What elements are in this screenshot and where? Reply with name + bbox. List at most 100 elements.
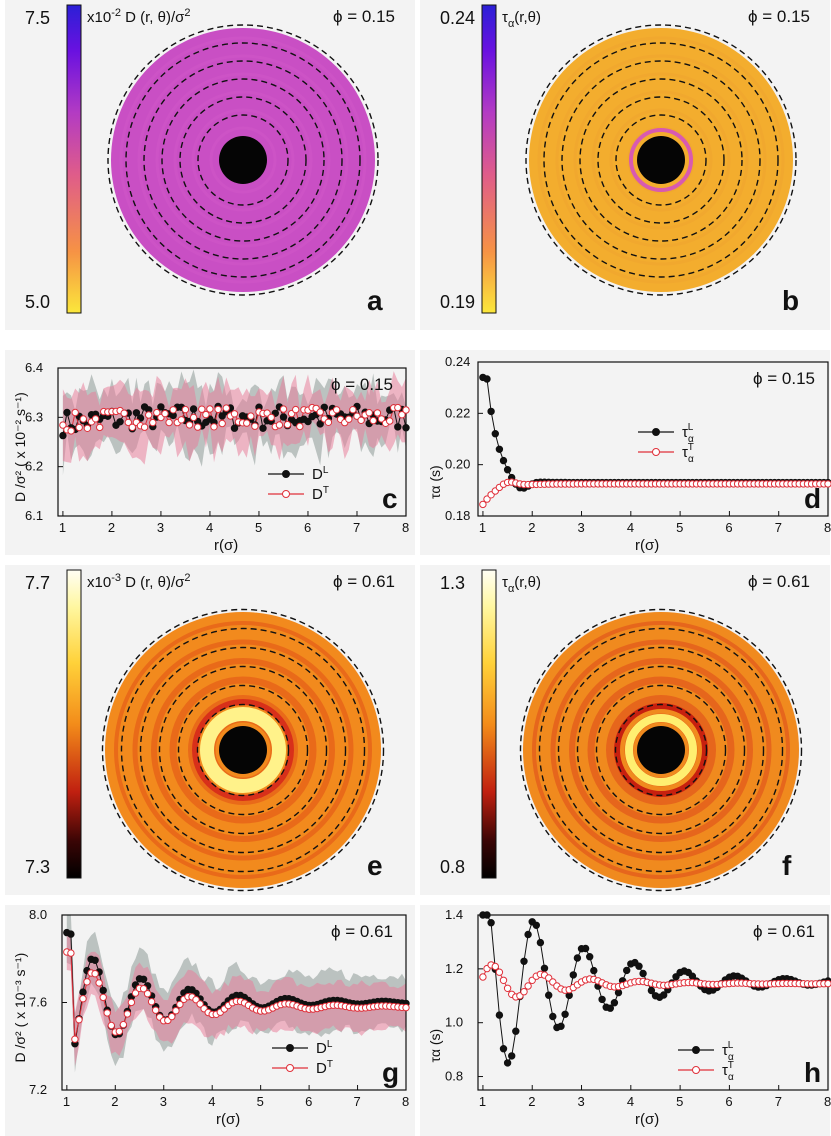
data-point [483, 375, 491, 383]
phi-label: ϕ = 0.61 [331, 922, 393, 941]
data-point [67, 427, 75, 435]
data-point [508, 1052, 516, 1060]
density-band [114, 621, 372, 879]
dashed-shell [139, 646, 347, 854]
colorbar-max-label: 7.7 [25, 573, 50, 593]
x-tick-label: 3 [578, 1094, 585, 1109]
legend-marker [282, 470, 290, 478]
data-point [561, 1010, 569, 1018]
panel-letter: g [382, 1057, 399, 1088]
data-point [824, 979, 831, 988]
data-point [177, 416, 186, 424]
data-point [503, 466, 512, 474]
dashed-shell [614, 703, 708, 797]
data-point [145, 411, 153, 419]
y-tick-label: 1.4 [445, 907, 463, 922]
x-tick-label: 7 [353, 520, 360, 535]
density-band [155, 72, 331, 248]
density-band [587, 676, 735, 824]
phi-label: ϕ = 0.15 [753, 369, 815, 388]
y-tick-label: 8.0 [29, 907, 47, 922]
y-axis-label: D /σ² ( x 10⁻² s⁻¹) [12, 392, 28, 502]
density-band [555, 54, 767, 266]
x-tick-label: 3 [157, 520, 164, 535]
data-point [292, 405, 300, 414]
data-point [499, 976, 508, 984]
dashed-shell [107, 24, 379, 296]
data-point [131, 989, 140, 997]
x-tick-label: 2 [528, 520, 535, 535]
data-point [279, 405, 288, 413]
x-tick-label: 5 [257, 1094, 264, 1109]
data-point [569, 971, 577, 979]
data-point [247, 412, 255, 420]
x-tick-label: 1 [59, 520, 66, 535]
data-point [139, 975, 148, 983]
x-tick-label: 1 [63, 1094, 70, 1109]
density-band [569, 658, 753, 842]
panel-background [420, 905, 830, 1136]
data-point [189, 413, 198, 422]
panel-letter: c [382, 483, 398, 514]
line-chart-panel-g: 1 2 3 4 5 6 7 8 7.2 7.6 8.0 r(σ) D /σ² ( x 10⁻³ s⁻¹)… [5, 905, 415, 1136]
dashed-shell [161, 78, 325, 242]
data-point [606, 1004, 614, 1012]
x-tick-label: 4 [627, 520, 634, 535]
legend-marker [692, 1066, 700, 1074]
density-band [169, 676, 317, 824]
legend-label: ταL [682, 422, 694, 445]
dashed-shell [557, 646, 765, 854]
central-particle [219, 726, 267, 774]
heatmap-panel-f: 1.3 0.8 τα(r,θ) ϕ = 0.61 f [420, 565, 830, 895]
dashed-shell [543, 42, 779, 278]
data-point [369, 416, 377, 425]
data-point [398, 411, 406, 419]
y-tick-label: 0.8 [445, 1069, 463, 1084]
data-point [71, 1035, 79, 1043]
data-point [394, 423, 402, 431]
legend-marker [652, 428, 660, 436]
density-band [119, 36, 367, 284]
x-tick-label: 2 [108, 520, 115, 535]
data-point [524, 982, 532, 990]
data-point [63, 408, 71, 417]
y-tick-label: 6.2 [25, 459, 43, 474]
panel-letter: h [804, 1057, 821, 1088]
colorbar-max-label: 0.24 [440, 8, 475, 28]
data-point [487, 919, 495, 927]
colorbar-title: x10-2 D (r, θ)/σ2 [87, 7, 191, 26]
data-point [67, 949, 75, 957]
legend-marker [286, 1064, 294, 1072]
dashed-shell [125, 42, 361, 278]
y-tick-label: 7.6 [29, 995, 47, 1010]
data-point [71, 408, 79, 417]
data-point [196, 1000, 204, 1008]
colorbar-min-label: 5.0 [25, 292, 50, 312]
plot-frame [477, 361, 829, 517]
data-point [181, 405, 190, 414]
heatmap-panel-a: 7.5 5.0 x10-2 D (r, θ)/σ2 ϕ = 0.15 a [5, 0, 415, 330]
data-point [169, 406, 177, 414]
y-axis-label: τα (s) [427, 1029, 443, 1063]
density-band [609, 108, 713, 212]
dashed-shell [120, 627, 366, 873]
phi-label: ϕ = 0.61 [748, 572, 810, 591]
dashed-shell [561, 60, 761, 260]
heatmap-panel-b: 0.24 0.19 τα(r,θ) ϕ = 0.15 b [420, 0, 830, 330]
data-point [824, 480, 831, 488]
inner-dark-ring [614, 703, 708, 797]
x-tick-label: 6 [725, 1094, 732, 1109]
data-point [499, 456, 508, 465]
data-point [581, 944, 590, 953]
y-tick-label: 1.0 [445, 1015, 463, 1030]
phi-label: ϕ = 0.61 [753, 922, 815, 941]
colorbar-title: x10-3 D (r, θ)/σ2 [87, 572, 191, 591]
data-point [99, 986, 107, 995]
colorbar-min-label: 0.19 [440, 292, 475, 312]
data-point [365, 409, 373, 417]
data-point [491, 962, 499, 971]
data-point [598, 995, 606, 1004]
x-tick-label: 7 [775, 1094, 782, 1109]
x-tick-label: 8 [402, 1094, 409, 1109]
legend-label: DT [316, 1059, 333, 1077]
